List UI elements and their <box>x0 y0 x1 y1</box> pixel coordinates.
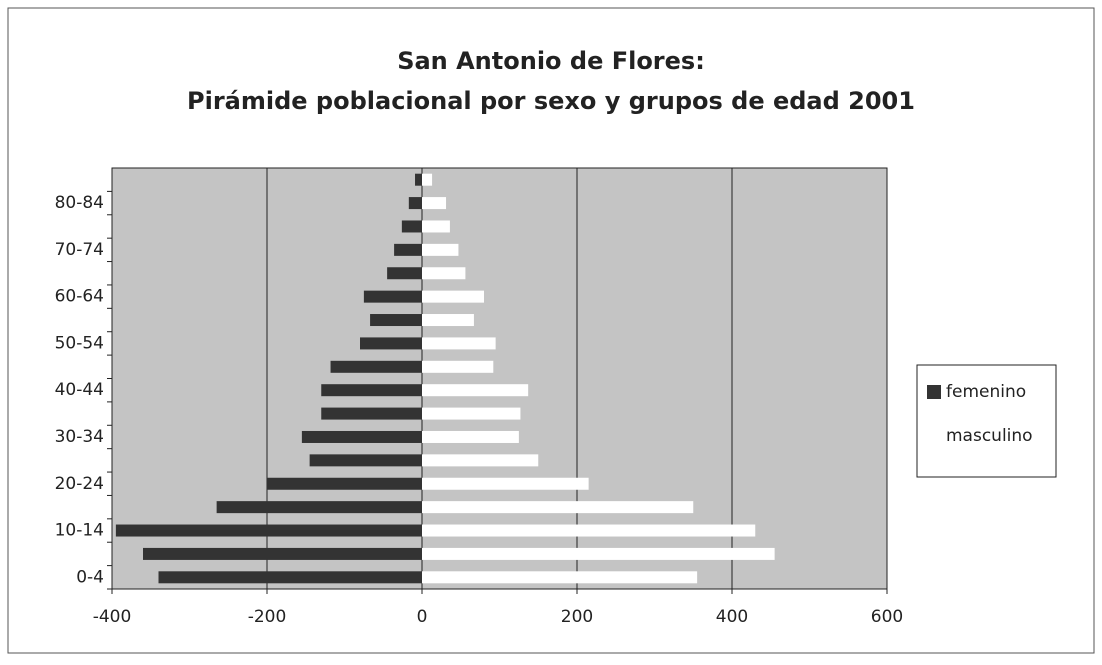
bar <box>422 524 756 537</box>
legend-label: femenino <box>946 382 1026 402</box>
x-tick-label: 400 <box>716 607 748 627</box>
bar <box>422 290 484 303</box>
x-tick-label: -200 <box>248 607 287 627</box>
bar <box>321 384 422 397</box>
bar <box>363 290 422 303</box>
bar <box>360 337 422 350</box>
bar <box>422 267 466 280</box>
bar <box>330 360 422 373</box>
y-tick-label: 80-84 <box>55 193 104 213</box>
bar <box>422 407 521 420</box>
bar <box>422 384 529 397</box>
chart-title: San Antonio de Flores: <box>397 47 705 75</box>
plot-area <box>111 167 888 590</box>
bar <box>216 501 422 514</box>
bar <box>422 337 496 350</box>
bar <box>115 524 422 537</box>
y-tick-label: 70-74 <box>55 240 104 260</box>
x-tick-label: 200 <box>561 607 593 627</box>
bar <box>422 197 447 210</box>
bar <box>370 314 422 327</box>
legend-label: masculino <box>946 426 1033 446</box>
bar <box>321 407 422 420</box>
bar <box>143 547 422 560</box>
bar <box>422 477 589 490</box>
bar <box>422 430 519 443</box>
bar <box>401 220 422 233</box>
y-tick-label: 10-14 <box>55 521 104 541</box>
bar <box>422 360 494 373</box>
bar <box>422 501 694 514</box>
bar <box>158 571 422 584</box>
bar <box>415 173 422 186</box>
y-tick-label: 20-24 <box>55 474 104 494</box>
bar <box>422 314 474 327</box>
y-tick-label: 30-34 <box>55 427 104 447</box>
y-tick-label: 50-54 <box>55 333 104 353</box>
bar <box>301 430 422 443</box>
legend <box>916 364 1057 478</box>
bar <box>422 547 775 560</box>
x-tick-label: 600 <box>871 607 903 627</box>
x-tick-label: 0 <box>417 607 428 627</box>
chart-title: Pirámide poblacional por sexo y grupos d… <box>187 87 915 115</box>
bar <box>408 197 422 210</box>
bar <box>422 220 450 233</box>
bar <box>422 454 539 467</box>
legend-swatch <box>927 429 941 443</box>
bar <box>422 173 433 186</box>
y-tick-label: 40-44 <box>55 380 104 400</box>
y-tick-label: 60-64 <box>55 287 104 307</box>
bar <box>422 243 459 256</box>
x-tick-label: -400 <box>93 607 132 627</box>
y-tick-label: 0-4 <box>76 567 104 587</box>
bar <box>309 454 422 467</box>
bar <box>394 243 422 256</box>
legend-swatch <box>927 385 941 399</box>
bar <box>267 477 422 490</box>
bar <box>422 571 698 584</box>
bar <box>387 267 422 280</box>
